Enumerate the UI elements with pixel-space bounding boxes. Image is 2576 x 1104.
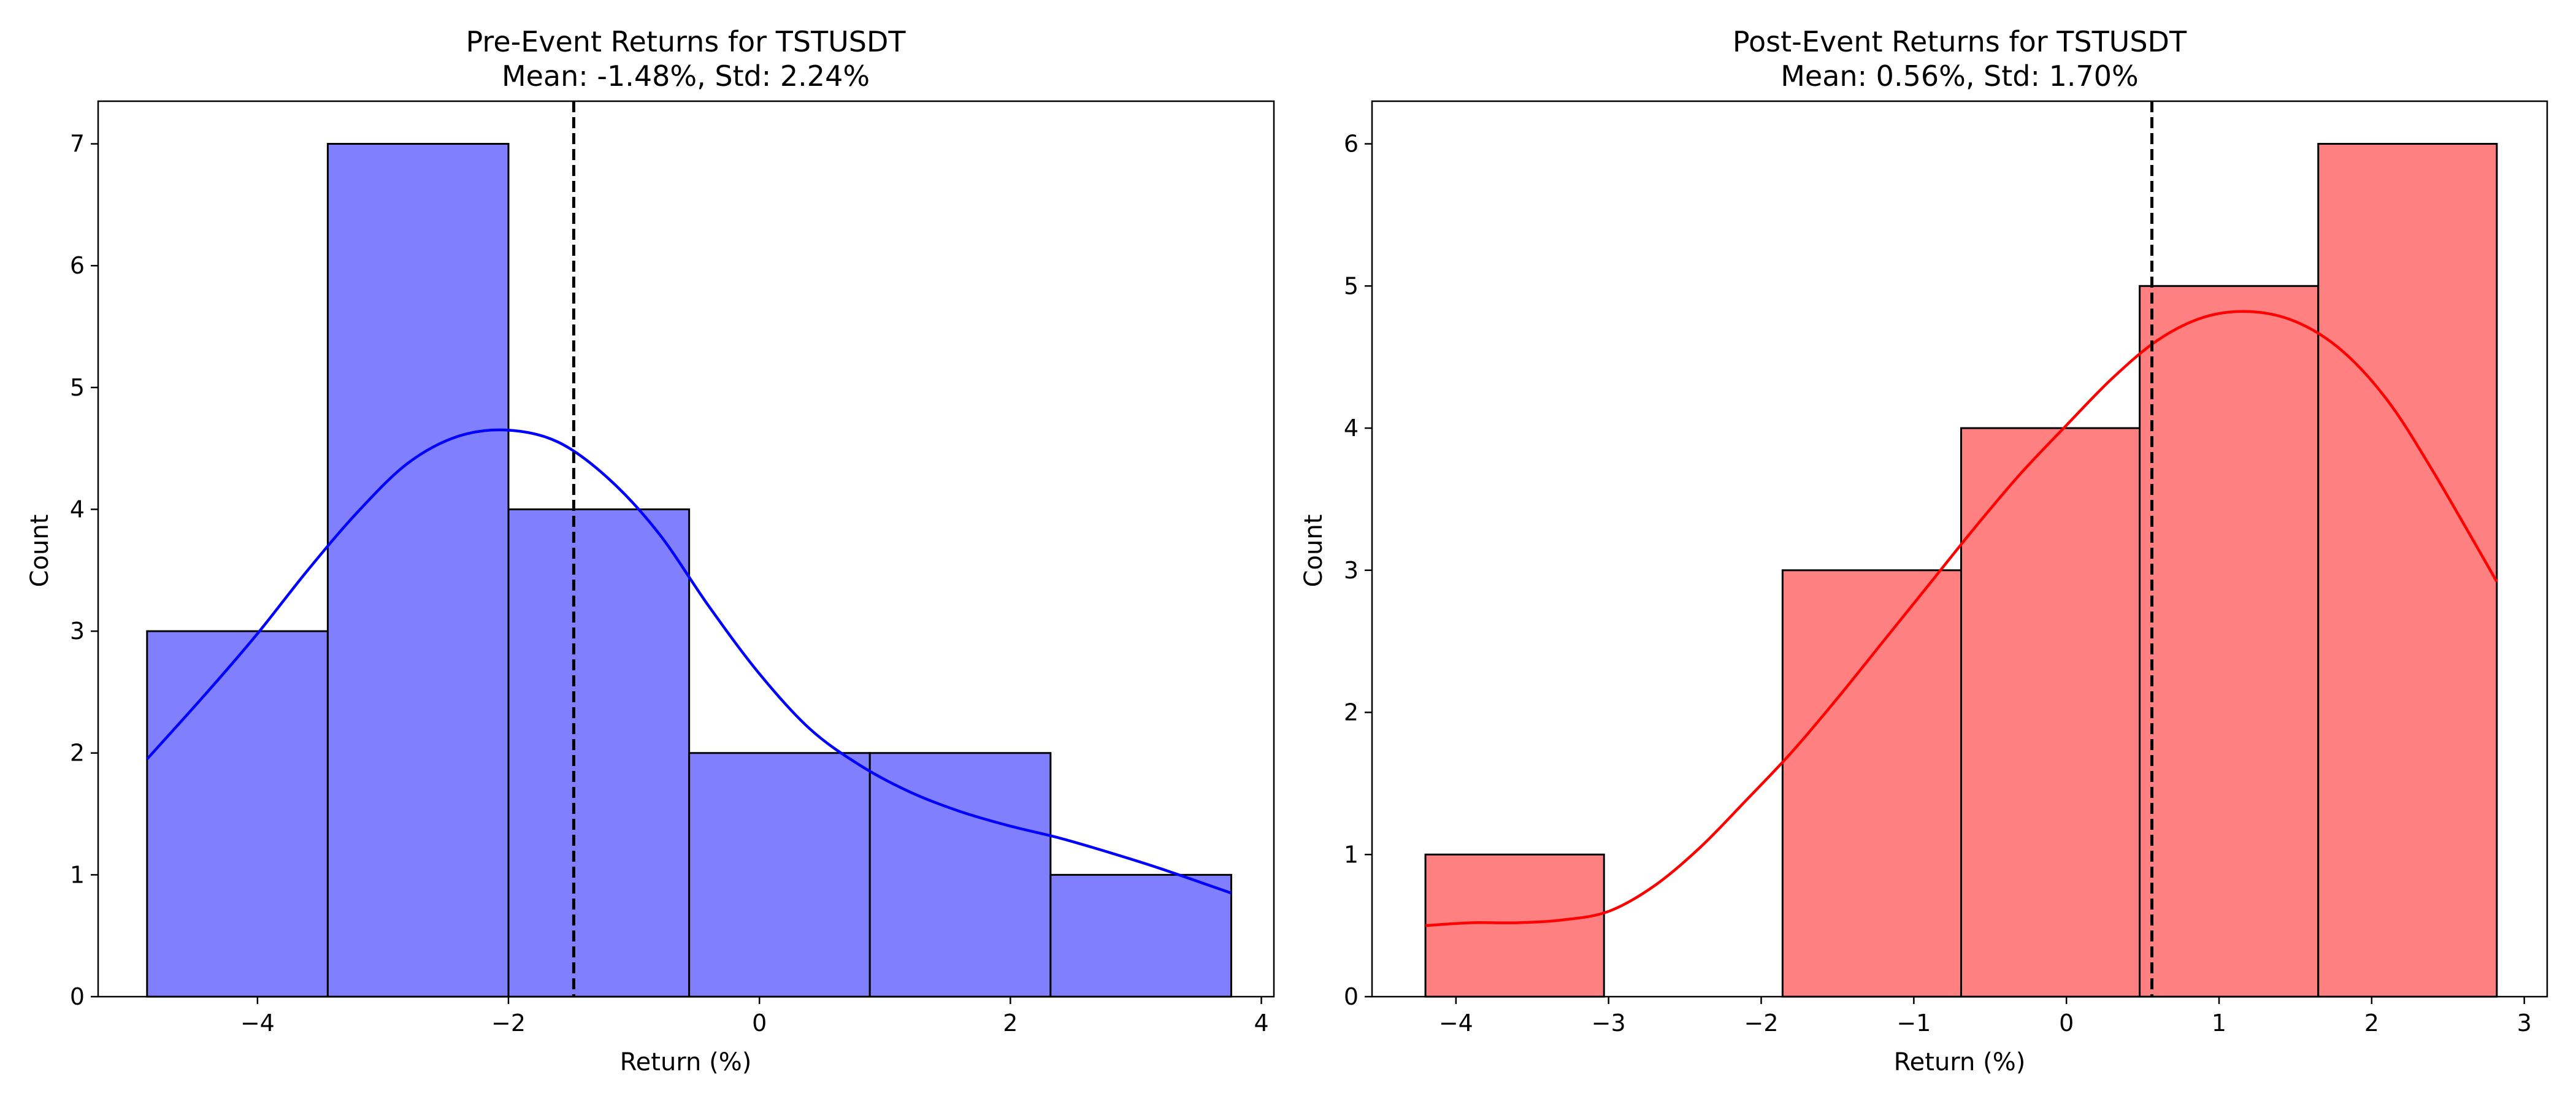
y-tick-label: 3 [1344,557,1359,584]
chart-title: Post-Event Returns for TSTUSDT [1733,25,2187,58]
histogram-bar [2317,143,2498,998]
x-axis-label: Return (%) [1894,1048,2026,1076]
y-tick-label: 4 [70,496,85,523]
chart-subtitle: Mean: -1.48%, Std: 2.24% [502,59,870,93]
y-axis-label: Count [26,515,54,588]
y-tick-label: 1 [1344,841,1359,868]
histogram-bar [688,752,871,998]
histogram-bars [1424,143,2498,998]
y-tick-label: 7 [70,131,85,158]
y-tick-label: 3 [70,618,85,645]
y-axis-ticks: 0 1 2 3 4 5 6 [1344,131,1372,1010]
y-tick-label: 0 [1344,983,1359,1010]
x-tick-label: −2 [491,1010,526,1037]
pre-event-histogram: Pre-Event Returns for TSTUSDT Mean: -1.4… [26,25,1275,1076]
y-tick-label: 0 [70,983,85,1010]
y-tick-label: 5 [70,374,85,401]
histogram-bars [146,143,1232,998]
x-axis-ticks: −4 −2 0 2 4 [240,997,1269,1037]
chart-subtitle: Mean: 0.56%, Std: 1.70% [1781,59,2139,93]
x-tick-label: 0 [752,1010,767,1037]
x-tick-label: 2 [2364,1010,2379,1037]
kde-curve [1425,310,2498,927]
x-tick-label: −4 [240,1010,275,1037]
x-tick-label: 1 [2212,1010,2226,1037]
x-axis-ticks: −4 −3 −2 −1 0 1 2 3 [1439,997,2532,1037]
histogram-bar [326,143,510,998]
y-tick-label: 4 [1344,415,1359,442]
x-tick-label: 4 [1254,1010,1268,1037]
histogram-bar [2139,285,2320,998]
histogram-bar [1781,569,1962,998]
histogram-bar [507,508,691,998]
histogram-bar [146,630,329,998]
chart-title: Pre-Event Returns for TSTUSDT [466,25,906,58]
histogram-bar [1424,853,1605,998]
x-tick-label: −4 [1439,1010,1473,1037]
plot-frame [1371,100,2548,998]
y-tick-label: 6 [70,252,85,279]
histogram-bar [1049,873,1232,998]
post-event-histogram: Post-Event Returns for TSTUSDT Mean: 0.5… [1300,25,2548,1076]
plot-frame [97,100,1275,998]
y-axis-ticks: 0 1 2 3 4 5 6 7 [70,131,98,1010]
histogram-bar [868,752,1052,998]
y-axis-label: Count [1300,515,1328,588]
y-tick-label: 5 [1344,272,1359,299]
y-tick-label: 6 [1344,131,1359,158]
x-tick-label: 3 [2517,1010,2532,1037]
x-tick-label: −2 [1744,1010,1779,1037]
y-tick-label: 1 [70,861,85,888]
y-tick-label: 2 [1344,699,1359,726]
kde-curve [146,428,1232,895]
histogram-bar [1960,427,2141,998]
x-tick-label: 0 [2059,1010,2074,1037]
y-tick-label: 2 [70,740,85,767]
x-axis-label: Return (%) [620,1048,752,1076]
x-tick-label: 2 [1003,1010,1018,1037]
x-tick-label: −1 [1896,1010,1931,1037]
x-tick-label: −3 [1592,1010,1626,1037]
